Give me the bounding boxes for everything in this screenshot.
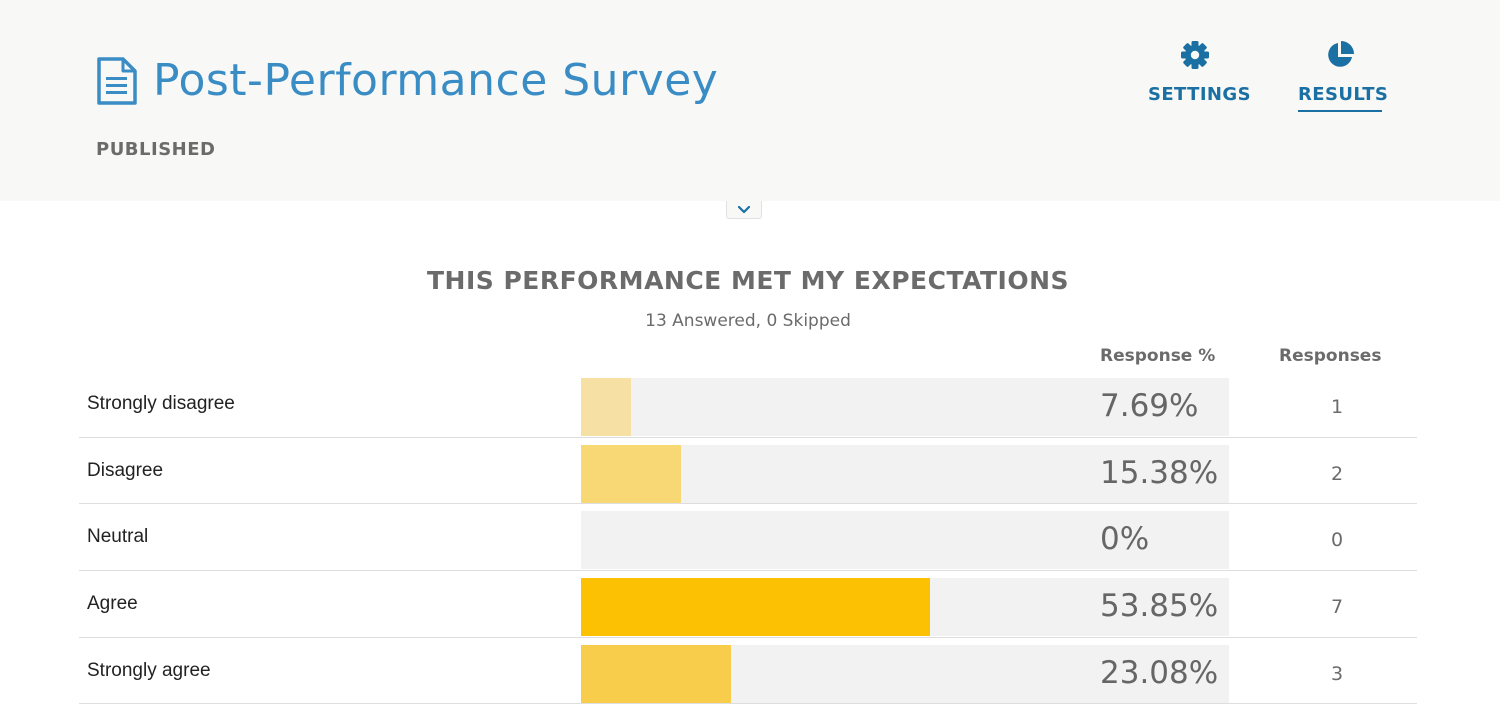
response-count: 3 (1330, 662, 1344, 685)
pie-chart-icon (1328, 41, 1354, 67)
answer-label: Neutral (87, 526, 149, 548)
response-count: 2 (1330, 462, 1344, 485)
response-bar (581, 444, 681, 503)
results-table: Strongly disagree 7.69% 1 Disagree 15.38% 2 Ne… (79, 371, 1417, 705)
response-bar-track (581, 644, 1229, 703)
response-bar-track (581, 511, 1229, 570)
settings-label: SETTINGS (1148, 84, 1251, 105)
survey-header: Post-Performance Survey PUBLISHED SETTIN… (0, 0, 1500, 201)
response-bar-track (581, 378, 1229, 436)
status-label: PUBLISHED (96, 139, 216, 160)
results-label: RESULTS (1298, 84, 1389, 105)
answer-label: Strongly disagree (87, 393, 235, 414)
response-count: 0 (1330, 529, 1344, 552)
response-percent: 0% (1100, 521, 1150, 558)
responses-count-header: Responses (1279, 346, 1382, 366)
table-row: Strongly agree 23.08% 3 (79, 638, 1417, 705)
response-bar-track (581, 444, 1229, 503)
answer-label: Agree (87, 593, 138, 615)
question-summary: 13 Answered, 0 Skipped (645, 311, 851, 331)
response-bar (581, 578, 930, 637)
response-count: 1 (1330, 396, 1344, 418)
table-row: Strongly disagree 7.69% 1 (79, 371, 1417, 438)
collapse-toggle[interactable] (726, 201, 762, 219)
response-count: 7 (1330, 596, 1344, 619)
document-icon (97, 57, 137, 105)
response-percent-header: Response % (1100, 346, 1216, 366)
results-button[interactable]: RESULTS (1298, 40, 1389, 112)
answer-label: Disagree (87, 459, 164, 481)
question-title: THIS PERFORMANCE MET MY EXPECTATIONS (426, 266, 1070, 295)
response-bar-track (581, 578, 1229, 637)
active-tab-underline (1298, 110, 1382, 112)
response-percent: 23.08% (1100, 654, 1219, 691)
page-title: Post-Performance Survey (153, 55, 719, 106)
table-row: Neutral 0% 0 (79, 504, 1417, 572)
table-row: Disagree 15.38% 2 (79, 438, 1417, 505)
response-percent: 7.69% (1100, 388, 1199, 424)
chevron-down-icon (737, 205, 751, 214)
response-bar (581, 378, 631, 436)
table-row: Agree 53.85% 7 (79, 571, 1417, 638)
response-percent: 15.38% (1100, 454, 1219, 491)
answer-label: Strongly agree (87, 659, 211, 681)
response-percent: 53.85% (1100, 588, 1219, 625)
settings-button[interactable]: SETTINGS (1148, 40, 1251, 106)
gear-icon (1181, 41, 1209, 69)
response-bar (581, 644, 731, 703)
